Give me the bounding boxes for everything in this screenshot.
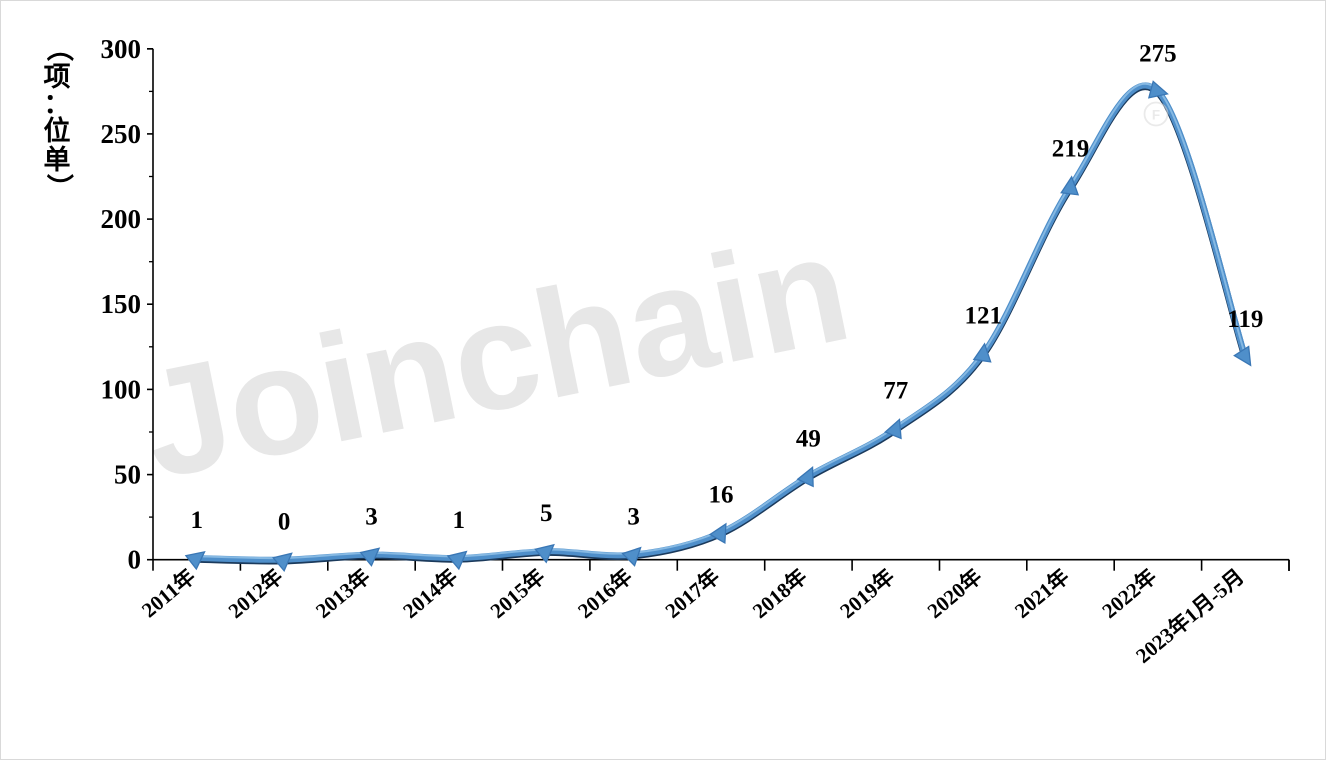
- svg-text:275: 275: [1139, 40, 1177, 67]
- svg-text:1: 1: [190, 507, 203, 534]
- svg-text:50: 50: [114, 460, 141, 490]
- svg-text:2014年: 2014年: [398, 564, 462, 623]
- svg-text:Joinchain: Joinchain: [128, 201, 862, 511]
- svg-text:2015年: 2015年: [486, 564, 550, 623]
- svg-text:300: 300: [101, 34, 142, 64]
- svg-text:250: 250: [101, 119, 142, 149]
- svg-text:2021年: 2021年: [1010, 564, 1074, 623]
- svg-text:位: 位: [44, 115, 71, 146]
- svg-text:200: 200: [101, 204, 142, 234]
- svg-text:）: ）: [44, 174, 74, 201]
- svg-text:2018年: 2018年: [748, 564, 812, 623]
- svg-text:2022年: 2022年: [1097, 564, 1161, 623]
- svg-text:2011年: 2011年: [137, 564, 200, 622]
- svg-text:（: （: [44, 35, 74, 62]
- svg-text:：: ：: [44, 89, 71, 119]
- svg-text:单: 单: [44, 145, 71, 175]
- svg-text:2017年: 2017年: [661, 564, 725, 623]
- svg-text:2013年: 2013年: [311, 564, 375, 623]
- svg-text:0: 0: [128, 545, 142, 575]
- svg-text:49: 49: [796, 425, 821, 452]
- svg-text:119: 119: [1227, 306, 1263, 333]
- svg-text:2019年: 2019年: [835, 564, 899, 623]
- svg-text:2020年: 2020年: [923, 564, 987, 623]
- svg-text:F: F: [1152, 108, 1160, 123]
- svg-text:3: 3: [365, 504, 378, 531]
- svg-text:3: 3: [627, 504, 640, 531]
- svg-text:219: 219: [1052, 136, 1090, 163]
- svg-text:150: 150: [101, 289, 142, 319]
- svg-text:1: 1: [453, 507, 466, 534]
- svg-text:16: 16: [709, 482, 734, 509]
- svg-text:0: 0: [278, 509, 291, 536]
- svg-text:2012年: 2012年: [224, 564, 288, 623]
- svg-text:100: 100: [101, 374, 142, 404]
- svg-text:2016年: 2016年: [573, 564, 637, 623]
- svg-text:77: 77: [883, 378, 908, 405]
- svg-text:项: 项: [44, 62, 71, 92]
- svg-text:5: 5: [540, 500, 553, 527]
- svg-text:121: 121: [964, 303, 1002, 330]
